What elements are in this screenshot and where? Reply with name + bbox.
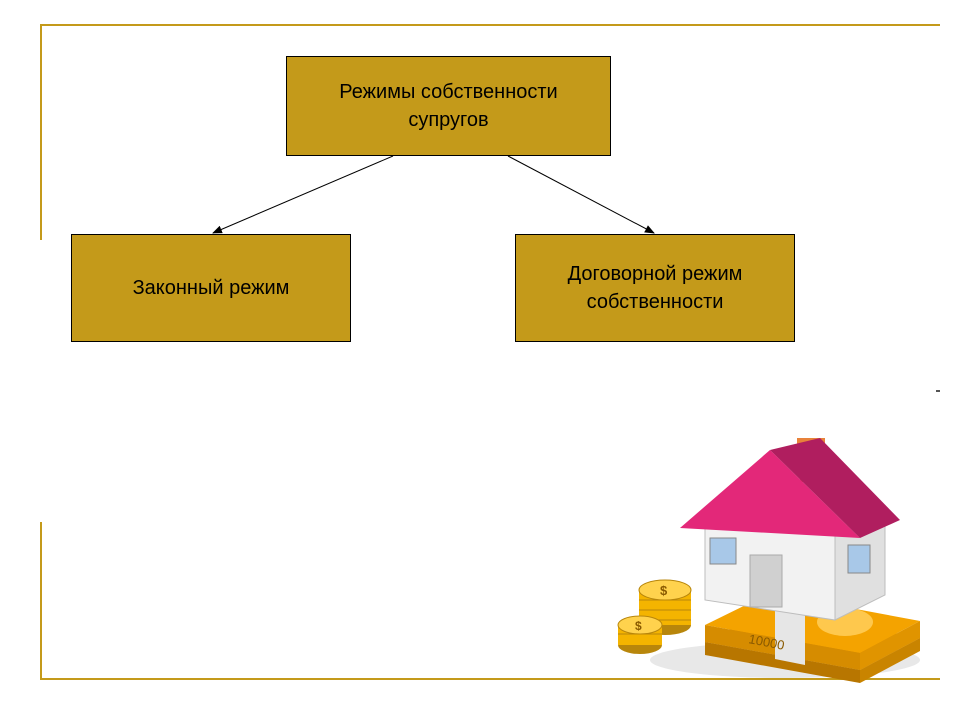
house-icon (680, 438, 900, 620)
node-root-label-2: супругов (408, 109, 488, 131)
svg-text:$: $ (635, 619, 642, 633)
coins-icon: $ $ (618, 580, 691, 654)
node-root-label-1: Режимы собственности (339, 81, 557, 103)
svg-text:$: $ (660, 583, 668, 598)
edge-root-right (508, 156, 654, 233)
node-left: Законный режим (71, 234, 351, 342)
frame-left-bottom (40, 522, 42, 678)
node-root: Режимы собственности супругов (286, 56, 611, 156)
node-right-label-1: Договорной режим (568, 263, 743, 285)
edge-root-left (213, 156, 393, 233)
clipart-assets: 10000 $ $ (610, 420, 930, 685)
node-right-label-2: собственности (587, 291, 724, 313)
frame-top (40, 24, 940, 26)
node-right: Договорной режим собственности (515, 234, 795, 342)
node-left-label-1: Законный режим (133, 277, 290, 299)
stray-mark (936, 390, 940, 392)
frame-left-top (40, 24, 42, 240)
